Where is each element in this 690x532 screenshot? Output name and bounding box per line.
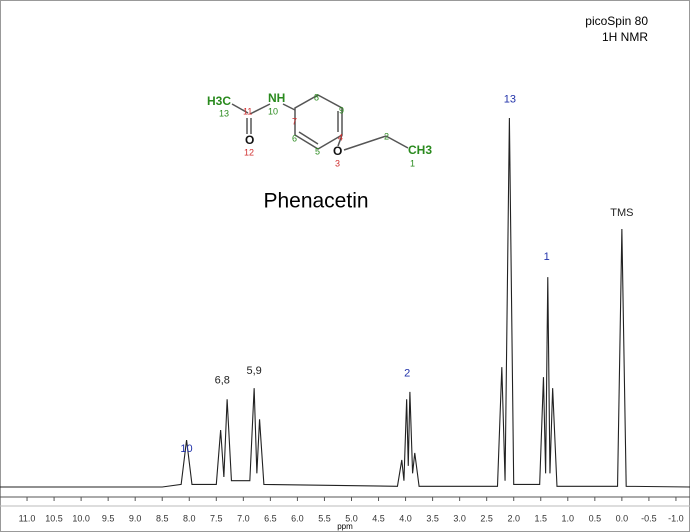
peak-label: 10 <box>180 443 192 455</box>
peak-label: 5,9 <box>247 365 262 377</box>
atom-number: 10 <box>268 106 278 116</box>
x-tick-label: 4.0 <box>399 513 412 523</box>
x-tick-label: -0.5 <box>641 513 657 523</box>
bond <box>385 135 409 149</box>
atom: O <box>333 144 342 158</box>
bond <box>231 103 249 114</box>
spectrum-line <box>0 118 690 488</box>
x-tick-label: 4.5 <box>372 513 385 523</box>
x-tick-label: 0.5 <box>589 513 602 523</box>
ring <box>294 94 343 150</box>
instrument: 1H NMR <box>602 30 648 44</box>
atom-number: 7 <box>292 116 297 126</box>
x-tick-label: 1.5 <box>534 513 547 523</box>
x-tick-label: 6.0 <box>291 513 304 523</box>
x-tick-label: 2.5 <box>480 513 493 523</box>
atom-number: 5 <box>315 146 320 156</box>
bond <box>282 103 296 111</box>
peak-label: 1 <box>544 251 550 263</box>
x-tick-label: 7.0 <box>237 513 250 523</box>
atom-number: 8 <box>314 92 319 102</box>
x-tick-label: 0.0 <box>616 513 629 523</box>
x-tick-label: 9.5 <box>102 513 115 523</box>
instrument: picoSpin 80 <box>585 14 648 28</box>
chart-title: Phenacetin <box>263 190 368 213</box>
x-tick-label: 5.0 <box>345 513 358 523</box>
x-tick-label: 7.5 <box>210 513 223 523</box>
x-tick-label: 3.0 <box>453 513 466 523</box>
x-tick-label: 5.5 <box>318 513 331 523</box>
atom-number: 6 <box>292 133 297 143</box>
x-tick-label: 10.5 <box>45 513 63 523</box>
peak-label: TMS <box>610 207 633 219</box>
atom-number: 2 <box>384 131 389 141</box>
atom-number: 11 <box>243 106 252 116</box>
structure: H3C 13 NH 10 11 O 12 7 8 9 4 5 6 O 3 2 C… <box>207 91 432 168</box>
x-tick-label: 8.5 <box>156 513 169 523</box>
atom-number: 3 <box>335 158 340 168</box>
bond <box>298 131 319 145</box>
x-tick-label: -1.0 <box>668 513 684 523</box>
bond <box>337 134 343 147</box>
atom: O <box>245 133 254 147</box>
x-tick-label: 6.5 <box>264 513 277 523</box>
x-tick-label: 3.5 <box>426 513 439 523</box>
x-tick-label: 1.0 <box>562 513 575 523</box>
peak-label: 2 <box>404 367 410 379</box>
bond <box>343 135 387 151</box>
atom-number: 4 <box>338 132 343 142</box>
x-tick-label: 2.0 <box>507 513 520 523</box>
bond <box>249 103 271 115</box>
x-axis-label: ppm <box>337 522 353 531</box>
x-tick-label: 10.0 <box>72 513 90 523</box>
atom-number: 1 <box>410 158 415 168</box>
atom: H3C <box>207 94 231 108</box>
peak-label: 6,8 <box>215 375 230 387</box>
atom-number: 13 <box>219 108 229 118</box>
atom: NH <box>268 91 285 105</box>
x-tick-label: 9.0 <box>129 513 142 523</box>
atom-number: 9 <box>339 105 344 115</box>
peak-label: 13 <box>504 93 516 105</box>
x-tick-label: 11.0 <box>19 513 36 523</box>
atom-number: 12 <box>244 147 254 157</box>
atom: CH3 <box>408 143 432 157</box>
x-tick-label: 8.0 <box>183 513 196 523</box>
